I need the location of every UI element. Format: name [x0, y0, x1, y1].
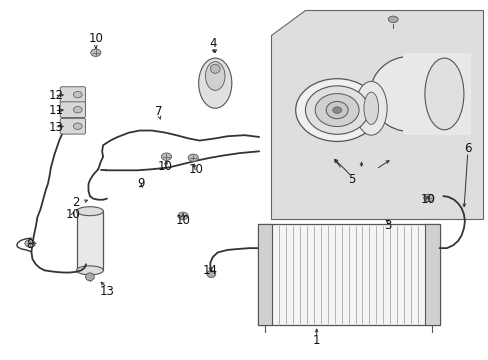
- Ellipse shape: [295, 79, 378, 141]
- Text: 3: 3: [383, 219, 390, 233]
- Text: 4: 4: [209, 37, 216, 50]
- Ellipse shape: [423, 194, 433, 202]
- Text: 13: 13: [100, 285, 114, 298]
- Ellipse shape: [73, 91, 82, 98]
- Ellipse shape: [188, 154, 198, 162]
- Ellipse shape: [85, 273, 94, 281]
- Ellipse shape: [369, 56, 449, 132]
- Bar: [402, 53, 470, 135]
- Ellipse shape: [73, 123, 82, 130]
- Ellipse shape: [332, 107, 341, 113]
- Text: 2: 2: [72, 196, 80, 209]
- Text: 11: 11: [48, 104, 63, 117]
- Text: 10: 10: [175, 214, 190, 227]
- Ellipse shape: [161, 153, 171, 161]
- Polygon shape: [271, 10, 483, 220]
- Ellipse shape: [315, 94, 358, 127]
- Text: 10: 10: [88, 32, 103, 45]
- Ellipse shape: [198, 58, 231, 108]
- Text: 5: 5: [347, 173, 355, 186]
- Ellipse shape: [424, 194, 432, 202]
- Ellipse shape: [178, 212, 188, 220]
- FancyBboxPatch shape: [60, 102, 85, 118]
- FancyBboxPatch shape: [60, 87, 85, 103]
- Ellipse shape: [90, 49, 101, 57]
- Text: 1: 1: [312, 334, 320, 347]
- Text: 10: 10: [158, 160, 173, 173]
- Text: 10: 10: [65, 208, 80, 221]
- Ellipse shape: [325, 102, 347, 119]
- Ellipse shape: [205, 62, 224, 90]
- Bar: [257, 224, 439, 325]
- Text: 13: 13: [48, 121, 63, 134]
- FancyBboxPatch shape: [60, 118, 85, 134]
- Text: 9: 9: [137, 177, 144, 190]
- Ellipse shape: [387, 16, 397, 23]
- Text: 10: 10: [420, 193, 435, 206]
- Bar: [76, 211, 103, 270]
- Text: 6: 6: [463, 142, 470, 155]
- Text: 7: 7: [155, 105, 163, 118]
- Ellipse shape: [206, 270, 215, 278]
- Text: 12: 12: [48, 89, 63, 102]
- Bar: [257, 224, 272, 325]
- Ellipse shape: [76, 207, 103, 216]
- Text: 8: 8: [26, 238, 34, 251]
- Ellipse shape: [305, 86, 368, 134]
- Ellipse shape: [25, 240, 35, 247]
- Ellipse shape: [73, 107, 82, 113]
- Text: 14: 14: [203, 264, 218, 277]
- Ellipse shape: [363, 92, 378, 125]
- Ellipse shape: [210, 64, 220, 73]
- Bar: [424, 224, 439, 325]
- Text: 10: 10: [188, 163, 203, 176]
- Ellipse shape: [76, 266, 103, 275]
- Ellipse shape: [355, 81, 386, 135]
- Ellipse shape: [424, 58, 463, 130]
